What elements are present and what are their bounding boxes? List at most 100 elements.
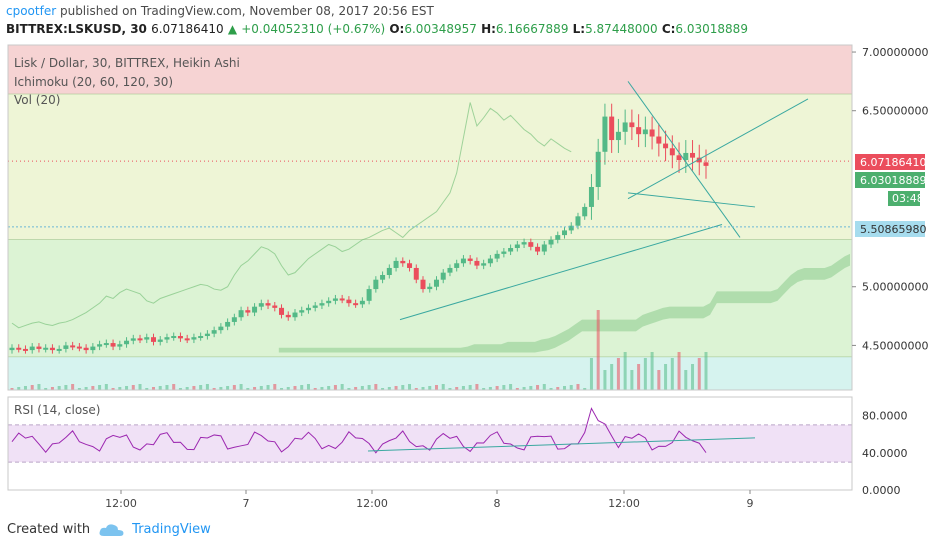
drawings-layer [8,81,852,321]
candle [70,345,76,348]
last-price-badge [855,154,925,170]
volume-bar [64,385,68,390]
candle [49,347,55,351]
volume-bar [381,388,385,390]
volume-bar [482,388,486,390]
candle [427,286,433,290]
author-link[interactable]: cpootfer [6,4,57,18]
candle [420,279,426,290]
candle [238,310,244,318]
candle [359,300,365,305]
volume-bar [475,384,479,390]
volume-bar [37,384,41,390]
candle [218,326,224,331]
time-tick-label: 12:00 [105,497,137,510]
high-value: 6.16667889 [495,22,569,36]
candle [508,248,514,252]
candle [501,251,507,254]
rsi-trendline [367,437,756,452]
candle [36,346,42,349]
candle [265,303,271,306]
candle [319,303,325,306]
legend-symbol: Lisk / Dollar, 30, BITTREX, Heikin Ashi [14,56,240,70]
trendline-mid [627,192,756,208]
volume-bar [125,386,129,390]
volume-bar [17,387,21,390]
volume-bar [515,388,519,390]
candle [353,303,359,306]
volume-bar [434,385,438,390]
up-arrow-icon: ▲ [227,22,238,36]
candle [366,289,372,301]
volume-bar [536,385,540,390]
candle [144,337,150,340]
ohlc-line: BITTREX:LSKUSD, 30 6.07186410 ▲ +0.04052… [6,22,748,36]
volume-bar [529,386,533,390]
volume-bar [684,370,688,390]
volume-bar [333,385,337,390]
volume-bar [643,358,647,390]
candle [177,336,183,339]
ichimoku-lines [11,102,572,329]
candle [279,307,285,315]
legend-rsi: RSI (14, close) [14,403,100,417]
price-tick-label: 5.00000000 [862,281,928,294]
candle [555,235,561,240]
candle [339,298,345,301]
volume-bar [239,384,243,390]
volume-bar [691,364,695,390]
volume-bar [219,387,223,390]
candle [514,244,520,249]
volume-bar [286,387,290,390]
candle [386,267,392,275]
candle [150,337,156,342]
rsi-tick-label: 0.0000 [862,484,901,497]
candle [447,267,453,273]
candle [43,347,49,350]
volume-bar [616,358,620,390]
candle [582,206,588,217]
candle [171,336,177,339]
volume-bar [50,387,54,390]
volume-bar [589,358,593,390]
candles-layer [9,103,709,354]
volume-bar [421,387,425,390]
candle [130,338,136,341]
candle [164,337,170,340]
candle [245,310,251,313]
level-badge-text: 5.50865980 [860,223,926,236]
time-tick-label: 12:00 [608,497,640,510]
candle [110,343,116,347]
candle [90,346,96,351]
close-badge-text: 6.03018889 [860,174,926,187]
candle [97,344,103,347]
candle [332,298,338,301]
volume-bar [461,386,465,390]
volume-bar [57,386,61,390]
candle [380,275,386,280]
candle [292,312,298,318]
candle [615,131,621,141]
volume-bar [367,385,371,390]
candle [460,258,466,264]
candle [622,122,628,132]
last-price-badge-text: 6.07186410 [860,156,926,169]
volume-bar [10,388,14,390]
volume-bar [138,384,142,390]
volume-bar [178,388,182,390]
volume-bar [165,385,169,390]
price-tick-label: 6.50000000 [862,105,928,118]
legend-ichimoku: Ichimoku (20, 60, 120, 30) [14,75,173,89]
candle [211,330,217,334]
volume-bar [677,352,681,390]
volume-bar [205,384,209,390]
candle [117,344,123,347]
volume-bar [118,387,122,390]
volume-bar [185,387,189,390]
candle [272,305,278,308]
volume-bar [488,387,492,390]
tradingview-link[interactable]: TradingView [132,522,211,537]
volume-bar [226,386,230,390]
candle [312,305,318,308]
